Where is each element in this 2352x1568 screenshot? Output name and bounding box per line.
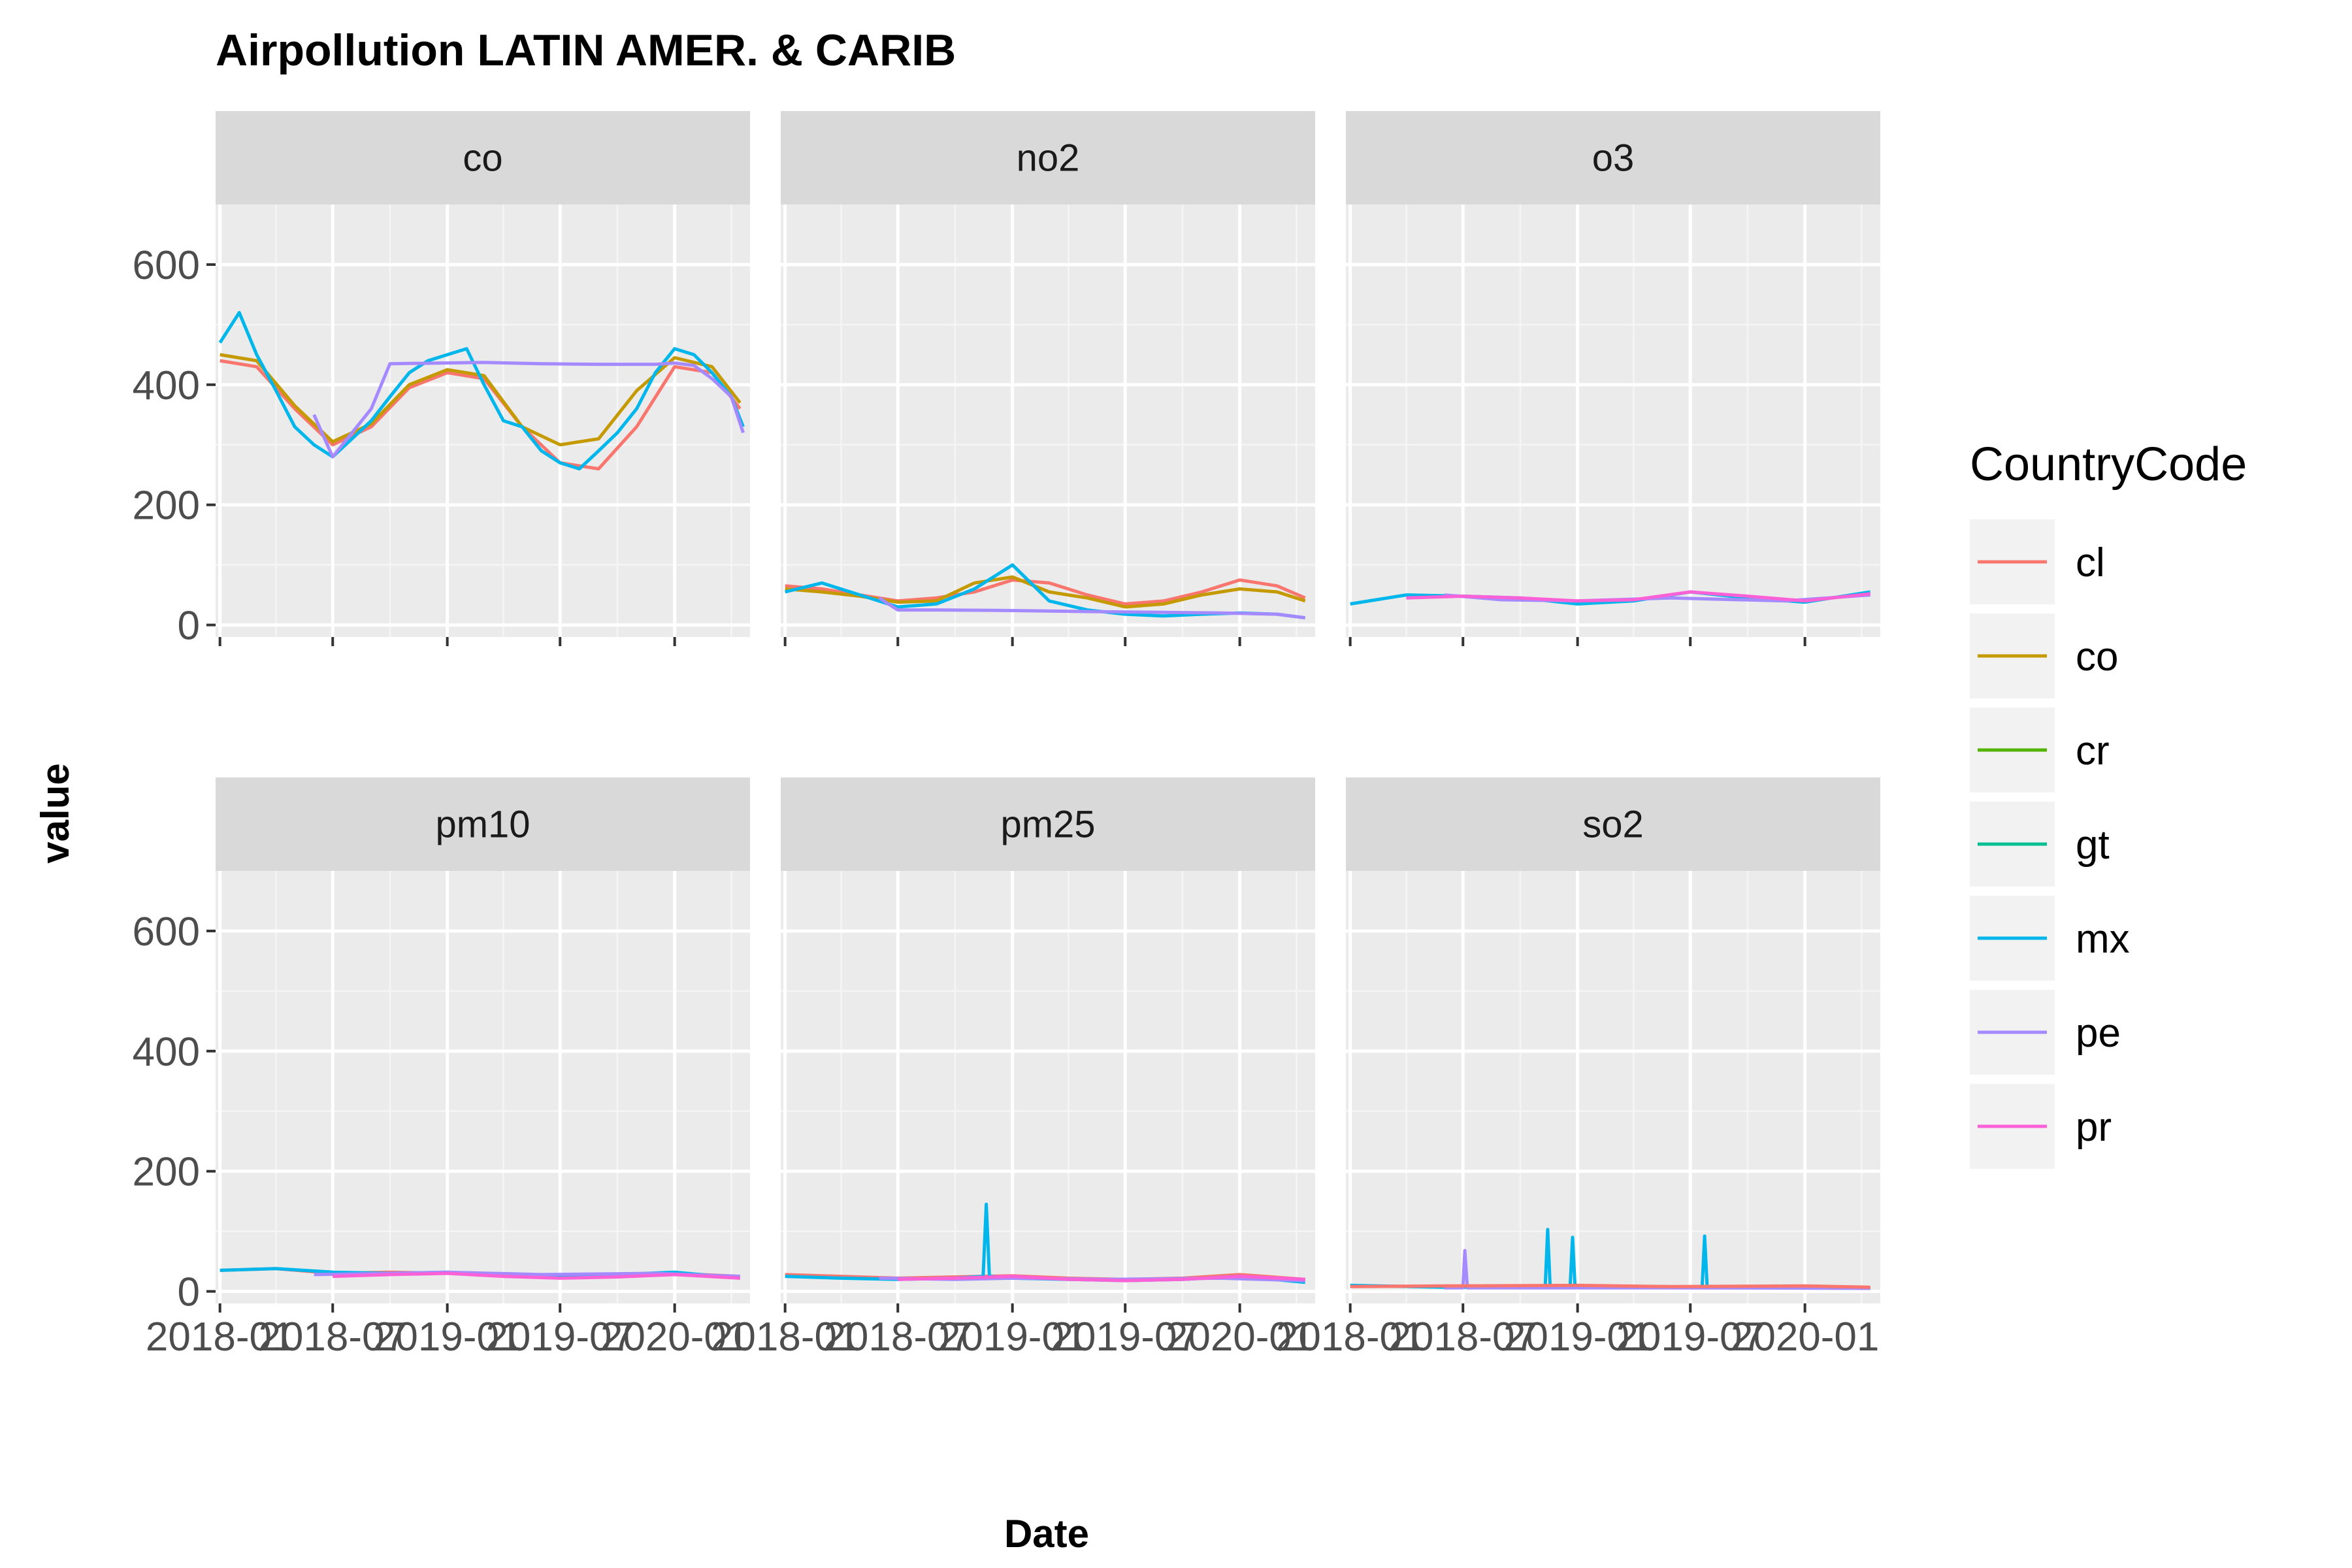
facet-strip-label: co bbox=[463, 137, 502, 180]
legend-label-pr: pr bbox=[2076, 1105, 2112, 1150]
series-lines bbox=[220, 1267, 740, 1280]
x-tick-label: 2018-01 bbox=[146, 1315, 295, 1360]
chart-title: Airpollution LATIN AMER. & CARIB bbox=[216, 25, 956, 75]
x-tick-label: 2019-07 bbox=[1616, 1315, 1765, 1360]
y-tick-label: 400 bbox=[133, 363, 200, 408]
legend-label-cl: cl bbox=[2076, 540, 2105, 585]
legend-label-pe: pe bbox=[2076, 1011, 2121, 1056]
facet-strip bbox=[781, 777, 1315, 871]
series-lines bbox=[785, 563, 1306, 620]
y-tick-label: 0 bbox=[178, 604, 200, 649]
facet-strip-label: pm10 bbox=[435, 804, 530, 846]
y-tick-label: 200 bbox=[133, 483, 200, 529]
facet-strip-label: pm25 bbox=[1000, 804, 1095, 846]
x-tick-label: 2018-07 bbox=[823, 1315, 972, 1360]
legend-title: CountryCode bbox=[1970, 438, 2247, 491]
facet-panel-no2: no2 bbox=[781, 111, 1315, 646]
facet-strip bbox=[781, 111, 1315, 204]
facet-panel-co: co 0 200 400 600 bbox=[133, 111, 750, 649]
x-tick-label: 2020-01 bbox=[1731, 1315, 1880, 1360]
x-tick-label: 2018-01 bbox=[711, 1315, 860, 1360]
x-tick-label: 2020-01 bbox=[1166, 1315, 1315, 1360]
x-tick-label: 2019-01 bbox=[373, 1315, 522, 1360]
series-line-mx bbox=[1350, 1228, 1870, 1290]
series-line-cl bbox=[220, 359, 742, 471]
facet-panel-pm10: pm10 0 200 400 600 2018-012018-072019-012019-… bbox=[133, 777, 750, 1360]
panel-background bbox=[1346, 871, 1880, 1303]
facet-strip bbox=[1346, 111, 1880, 204]
facet-strip-label: no2 bbox=[1017, 137, 1080, 180]
series-lines bbox=[785, 1202, 1305, 1284]
series-line-co bbox=[220, 353, 742, 447]
series-line-cl bbox=[1350, 1283, 1870, 1289]
y-tick-label: 600 bbox=[133, 909, 200, 955]
legend-label-cr: cr bbox=[2076, 728, 2110, 774]
series-lines bbox=[218, 311, 745, 471]
facet-strip-label: so2 bbox=[1582, 804, 1644, 846]
y-axis-title: value bbox=[33, 763, 77, 863]
series-line-pe bbox=[312, 361, 745, 459]
series-line-pe bbox=[878, 596, 1306, 620]
panel-background bbox=[781, 871, 1315, 1303]
panel-background bbox=[216, 871, 750, 1303]
x-tick-label: 2020-01 bbox=[600, 1315, 749, 1360]
x-axis-title: Date bbox=[1004, 1512, 1089, 1556]
x-tick-label: 2018-07 bbox=[258, 1315, 407, 1360]
panel-background bbox=[781, 204, 1315, 637]
x-tick-label: 2019-07 bbox=[485, 1315, 634, 1360]
facet-strip bbox=[216, 111, 750, 204]
y-tick-label: 200 bbox=[133, 1150, 200, 1195]
legend-label-gt: gt bbox=[2076, 823, 2110, 868]
series-lines bbox=[1350, 1228, 1870, 1290]
facet-strip-label: o3 bbox=[1592, 137, 1635, 180]
x-tick-label: 2019-07 bbox=[1051, 1315, 1200, 1360]
y-tick-label: 400 bbox=[133, 1030, 200, 1075]
x-tick-label: 2018-01 bbox=[1276, 1315, 1425, 1360]
panel-background bbox=[216, 204, 750, 637]
series-lines bbox=[1350, 590, 1871, 606]
y-tick-label: 600 bbox=[133, 243, 200, 288]
facet-panel-o3: o3 bbox=[1346, 111, 1880, 646]
facet-strip bbox=[216, 777, 750, 871]
legend-label-co: co bbox=[2076, 634, 2118, 679]
series-line-pr bbox=[898, 1275, 1305, 1282]
x-tick-label: 2019-01 bbox=[1503, 1315, 1652, 1360]
y-tick-label: 0 bbox=[178, 1270, 200, 1315]
facet-strip bbox=[1346, 777, 1880, 871]
series-line-pr bbox=[1406, 590, 1870, 603]
x-tick-label: 2018-07 bbox=[1388, 1315, 1537, 1360]
x-tick-label: 2019-01 bbox=[938, 1315, 1087, 1360]
legend: CountryCode cl co cr gt mx pe pr bbox=[1970, 438, 2247, 1169]
legend-label-mx: mx bbox=[2076, 917, 2130, 962]
series-line-pr bbox=[333, 1271, 740, 1280]
panel-background bbox=[1346, 204, 1880, 637]
